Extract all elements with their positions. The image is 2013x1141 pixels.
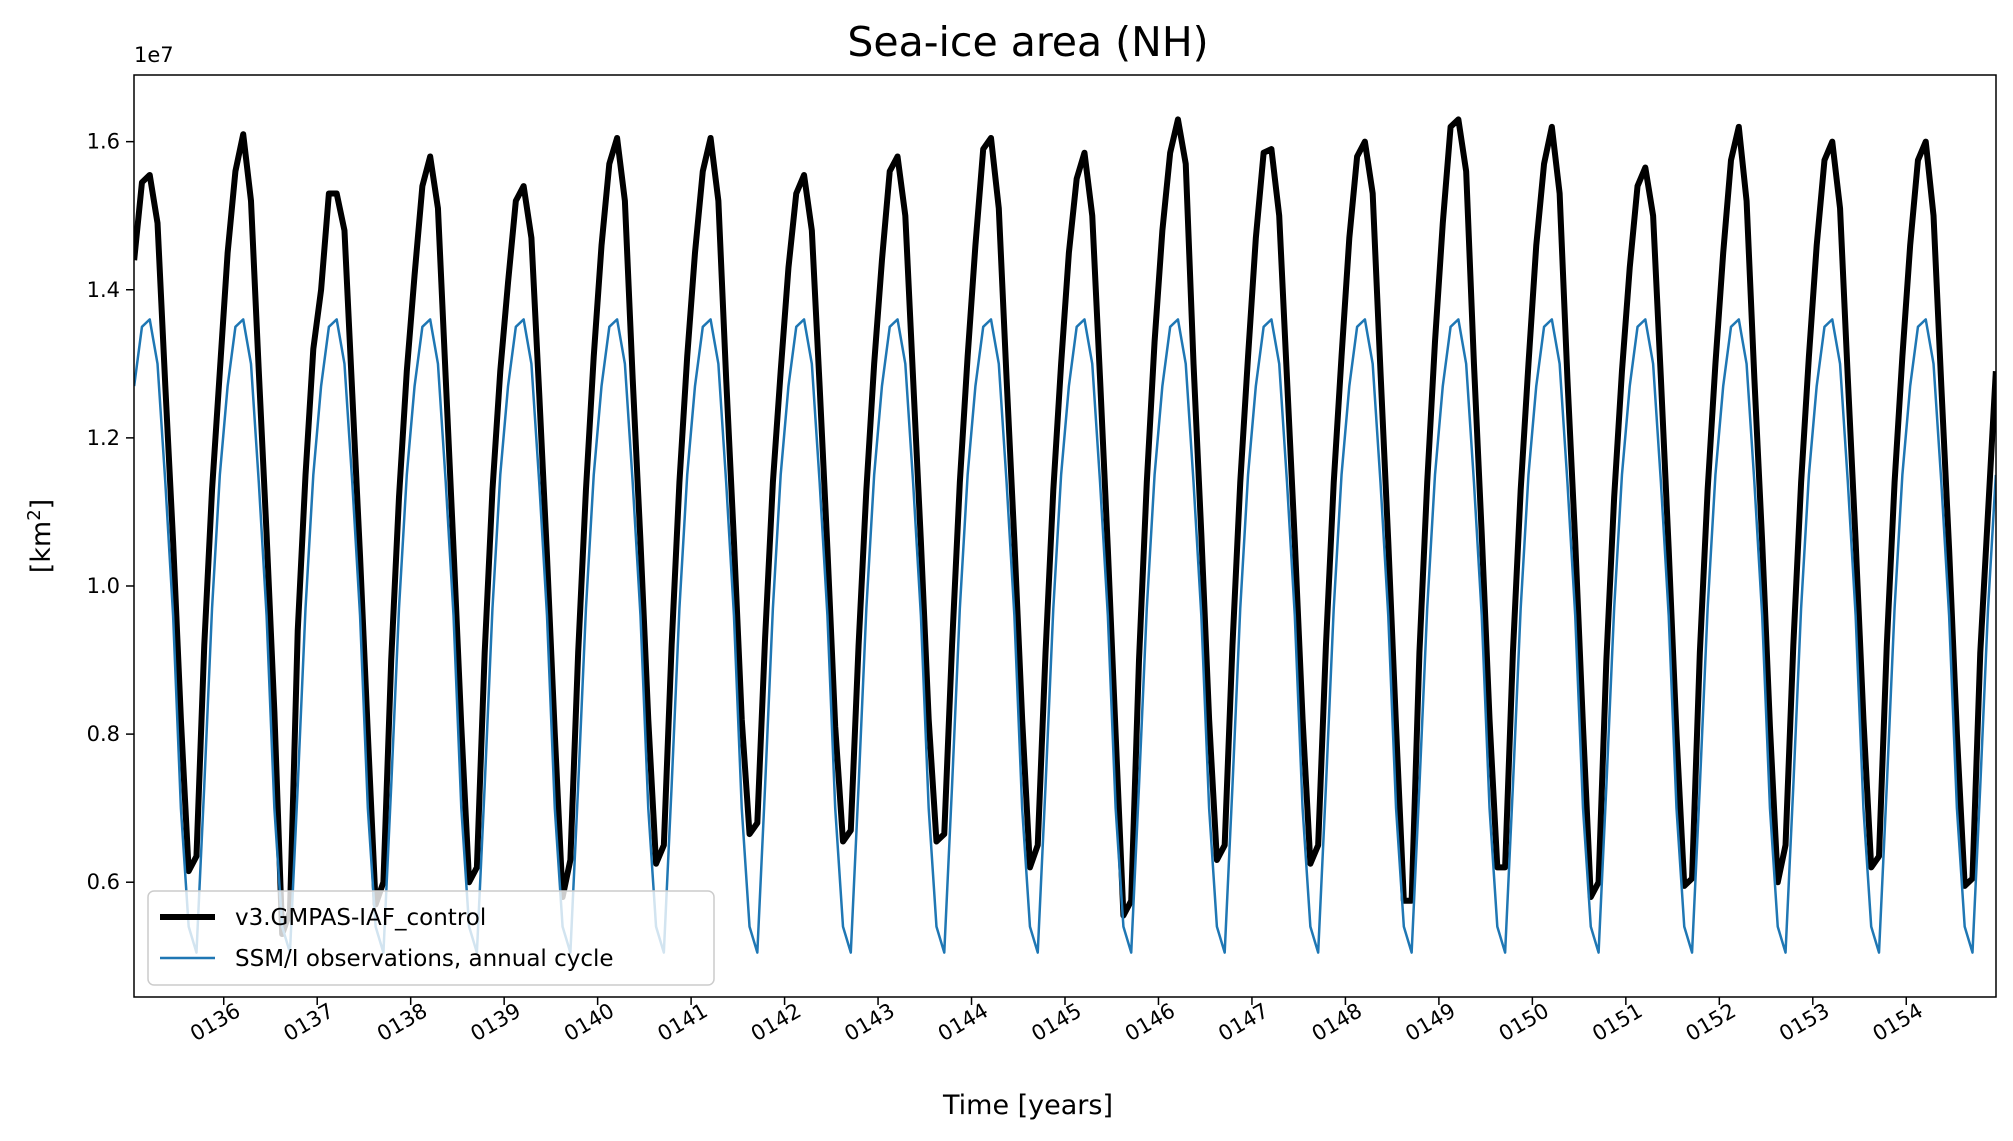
x-axis-label: Time [years] <box>942 1090 1113 1121</box>
legend-label-observations: SSM/I observations, annual cycle <box>235 946 614 972</box>
y-tick-label: 0.6 <box>87 870 120 894</box>
legend-box <box>147 890 715 986</box>
y-axis-label-end: ] <box>26 499 57 510</box>
y-tick-label: 1.6 <box>87 130 120 154</box>
y-tick-label: 0.8 <box>87 722 120 746</box>
legend-label-model: v3.GMPAS-IAF_control <box>235 905 486 931</box>
y-tick-label: 1.0 <box>87 574 120 598</box>
series-line-model <box>134 116 1996 938</box>
plot-frame <box>133 74 1997 998</box>
y-offset-text: 1e7 <box>134 43 174 67</box>
plot-lines <box>134 116 1996 954</box>
chart-title: Sea-ice area (NH) <box>847 18 1208 66</box>
axis-ticks <box>126 140 1908 1005</box>
series-line-observations <box>134 318 1996 954</box>
y-axis-label: [km2] <box>24 499 57 573</box>
y-tick-labels: 0.6 0.8 1.0 1.2 1.4 1.6 <box>87 130 120 895</box>
y-tick-label: 1.4 <box>87 278 120 302</box>
y-axis-label-superscript: 2 <box>24 509 45 520</box>
y-tick-label: 1.2 <box>87 426 120 450</box>
y-axis-label-main: [km <box>26 521 57 573</box>
legend: v3.GMPAS-IAF_control SSM/I observations,… <box>147 890 715 986</box>
